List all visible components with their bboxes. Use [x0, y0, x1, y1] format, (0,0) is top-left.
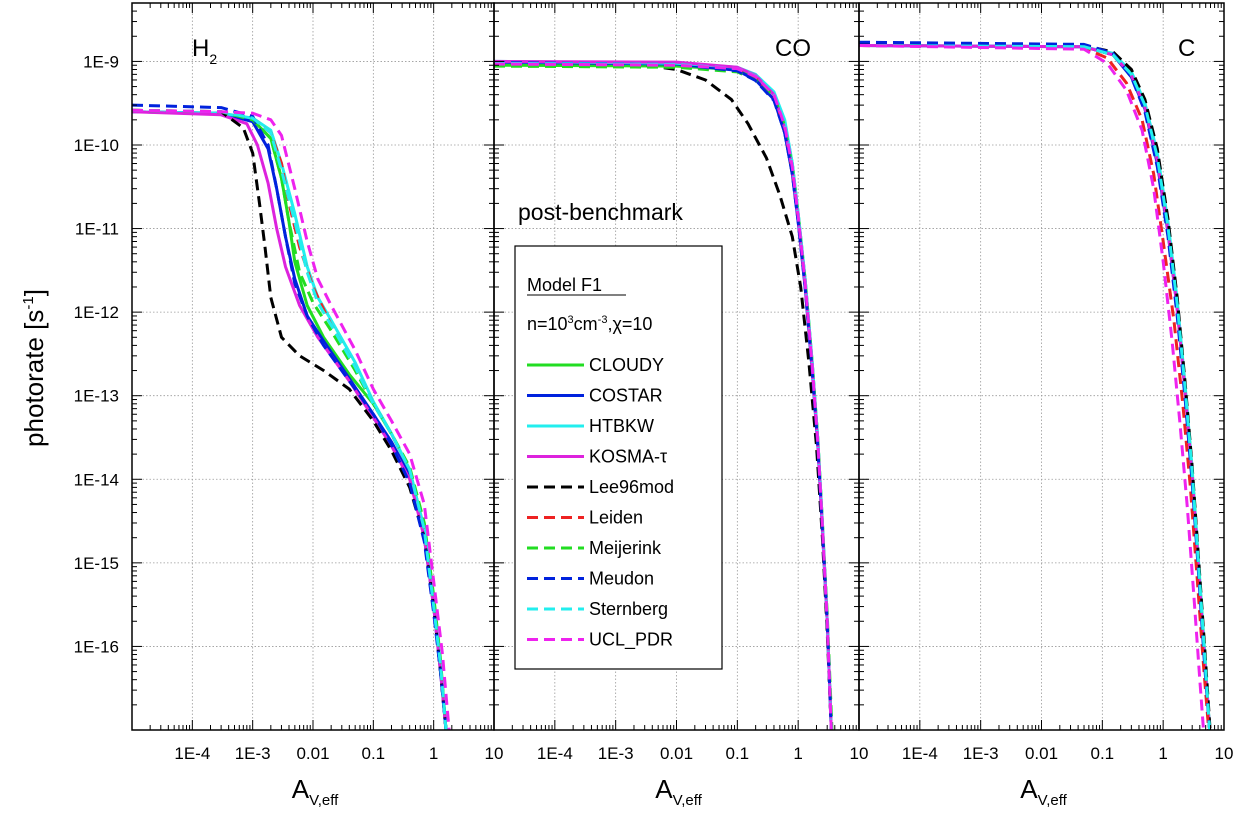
y-axis-title: photorate [s-1]	[19, 289, 49, 447]
series-line-kosma-	[132, 110, 448, 730]
x-axis-title: AV,eff	[292, 774, 339, 809]
x-tick-label: 1	[1158, 744, 1167, 763]
x-tick-label: 1E-3	[235, 744, 271, 763]
x-tick-label: 0.1	[1091, 744, 1115, 763]
y-tick-label: 1E-11	[75, 220, 119, 239]
legend-label: Meudon	[589, 569, 654, 589]
y-tick-label: 1E-10	[74, 136, 119, 155]
panel-series-group	[494, 59, 834, 730]
legend-label: UCL_PDR	[589, 630, 673, 651]
x-tick-label: 10	[850, 744, 869, 763]
y-tick-label: 1E-9	[83, 52, 119, 71]
series-line-sternberg	[132, 108, 448, 730]
x-tick-label: 0.01	[296, 744, 329, 763]
x-tick-label: 1E-4	[174, 744, 210, 763]
series-line-htbkw	[132, 110, 448, 730]
series-line-ucl-pdr	[132, 108, 451, 730]
x-tick-label: 0.1	[726, 744, 750, 763]
x-tick-label: 1E-4	[537, 744, 573, 763]
y-tick-label: 1E-12	[74, 303, 119, 322]
panel-label: H2	[192, 35, 217, 67]
x-tick-label: 1	[793, 744, 802, 763]
series-line-meijerink	[132, 108, 448, 730]
y-tick-label: 1E-16	[74, 637, 119, 656]
y-tick-label: 1E-13	[74, 387, 119, 406]
legend-label: Meijerink	[589, 538, 662, 558]
label-layer: 1E-4 1E-3 0.01 0.1 1 10 AV,eff H2 1E-4 1E-3 0.01 0.…	[19, 35, 1233, 809]
panel-label: CO	[775, 35, 811, 62]
frame-layer	[131, 2, 1225, 731]
series-line-sternberg	[859, 44, 1212, 730]
legend-label: Lee96mod	[589, 477, 674, 497]
series-line-cloudy	[132, 110, 448, 730]
series-line-leiden	[859, 44, 1211, 730]
x-tick-label: 10	[485, 744, 504, 763]
y-tick-label: 1E-15	[74, 554, 119, 573]
x-tick-label: 0.01	[1025, 744, 1058, 763]
legend-label: COSTAR	[589, 386, 663, 406]
x-axis-title: AV,eff	[655, 774, 702, 809]
x-axis-title: AV,eff	[1020, 774, 1067, 809]
legend-subtitle: n=103cm-3,χ=10	[527, 314, 652, 334]
series-line-leiden	[132, 108, 448, 730]
legend-label: CLOUDY	[589, 355, 664, 375]
x-tick-label: 1E-4	[902, 744, 938, 763]
series-line-lee96mod	[132, 108, 448, 730]
x-tick-label: 10	[1215, 744, 1234, 763]
series-line-ucl-pdr	[859, 44, 1205, 730]
x-tick-label: 1	[429, 744, 438, 763]
legend-label: Sternberg	[589, 599, 668, 619]
series-line-meudon	[132, 103, 448, 730]
legend-label: HTBKW	[589, 416, 654, 436]
legend-label: KOSMA-τ	[589, 447, 667, 467]
series-line-ucl-pdr	[494, 62, 833, 730]
series-layer	[132, 40, 1212, 730]
panel-series-group	[859, 40, 1212, 730]
annotation-text: post-benchmark	[518, 199, 683, 225]
x-tick-label: 0.1	[362, 744, 386, 763]
x-tick-label: 0.01	[660, 744, 693, 763]
panel-series-group	[132, 103, 451, 730]
y-tick-label: 1E-14	[74, 470, 119, 489]
series-line-lee96mod	[859, 42, 1212, 730]
legend-label: Leiden	[589, 508, 643, 528]
legend-title: Model F1	[527, 275, 602, 295]
legend: Model F1 n=103cm-3,χ=10 CLOUDY COSTAR HTBKW K…	[514, 245, 723, 670]
series-line-costar	[132, 110, 448, 730]
panel-label: C	[1178, 35, 1195, 62]
x-tick-label: 1E-3	[963, 744, 999, 763]
x-tick-label: 1E-3	[598, 744, 634, 763]
